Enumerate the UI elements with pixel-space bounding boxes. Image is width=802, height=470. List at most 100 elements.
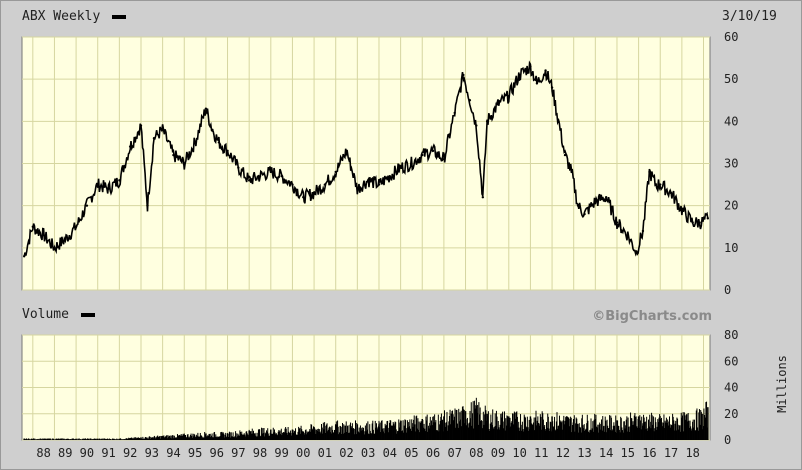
price-y-tick-label: 10 [724,241,738,255]
price-point [291,183,294,186]
volume-bars [23,397,709,440]
price-point [669,191,673,195]
x-tick-label: 15 [621,446,635,460]
price-point [377,183,381,186]
volume-y-ticks: 0 20 40 60 80 [724,328,738,447]
x-tick-label: 01 [318,446,332,460]
volume-y-tick-label: 0 [724,433,731,447]
price-point [706,217,710,220]
x-tick-label: 93 [145,446,159,460]
chart-date: 3/10/19 [722,9,777,24]
price-point [475,124,478,127]
x-tick-label: 00 [296,446,310,460]
price-point [280,174,283,178]
x-tick-label: 04 [383,446,397,460]
price-point [152,137,156,140]
x-tick-label: 12 [556,446,570,460]
price-point [96,183,99,186]
price-point [570,170,573,174]
price-series [22,60,710,258]
price-point [172,153,175,157]
price-point [410,162,413,165]
price-point [269,170,273,174]
price-point [146,204,149,207]
price-y-tick-label: 30 [724,157,738,171]
price-point [583,212,586,216]
price-point [442,158,446,161]
price-point [193,141,197,144]
x-tick-label: 06 [426,446,440,460]
price-point [258,174,262,178]
x-tick-label: 02 [339,446,353,460]
price-y-tick-label: 20 [724,199,738,213]
watermark: ©BigCharts.com [592,309,712,324]
price-point [563,153,567,157]
price-legend-swatch [112,14,127,19]
volume-y-tick-label: 20 [724,407,738,421]
price-point [453,111,456,115]
price-point [468,99,472,102]
x-tick-label: 88 [36,446,50,460]
volume-y-label: Millions [775,355,789,413]
price-point [74,225,78,228]
price-point [388,174,391,178]
x-tick-label: 11 [534,446,548,460]
price-point [641,229,645,233]
x-tick-label: 16 [642,446,656,460]
price-point [139,124,143,127]
price-point [85,204,89,207]
price-point [615,221,619,224]
price-point [529,65,532,68]
price-point [42,233,45,237]
volume-y-tick-label: 80 [724,328,738,342]
price-point [217,141,221,144]
price-point [22,255,26,258]
price-point [399,166,402,169]
x-tick-label: 94 [166,446,180,460]
price-point [518,73,521,77]
x-tick-label: 07 [447,446,461,460]
price-point [659,183,662,186]
x-tick-label: 89 [58,446,72,460]
price-point [53,246,56,250]
price-y-tick-label: 60 [724,30,738,44]
price-point [128,145,132,148]
price-point [302,196,305,199]
x-tick-label: 96 [209,446,223,460]
x-tick-label: 91 [101,446,115,460]
price-chart-title: ABX Weekly [22,9,127,24]
volume-y-tick-label: 60 [724,354,738,368]
price-point [31,225,35,228]
price-point [462,73,465,77]
price-point [345,149,348,153]
price-point [161,128,164,131]
price-point [421,153,424,157]
price-y-tick-label: 0 [724,283,731,297]
x-tick-label: 99 [274,446,288,460]
x-tick-label: 03 [361,446,375,460]
price-point [635,250,638,254]
price-point [700,221,703,224]
price-point [323,183,327,186]
price-point [680,208,684,212]
price-point [485,120,489,123]
x-tick-label: 97 [231,446,245,460]
price-point [118,179,121,182]
price-point [204,107,208,110]
price-point [626,233,629,237]
price-line-path [23,60,709,257]
x-tick-label: 08 [469,446,483,460]
price-point [431,149,435,153]
price-point [544,69,547,72]
x-tick-label: 18 [685,446,699,460]
price-point [654,183,658,186]
price-point [312,191,316,195]
x-tick-label: 05 [404,446,418,460]
x-tick-label: 98 [253,446,267,460]
price-point [535,82,539,85]
price-point [550,86,554,89]
x-axis-ticks: 88 89 90 91 92 93 94 95 96 97 98 99 00 01 02 03 04 05 06 07… [36,446,700,460]
x-tick-label: 09 [491,446,505,460]
price-point [576,204,580,207]
